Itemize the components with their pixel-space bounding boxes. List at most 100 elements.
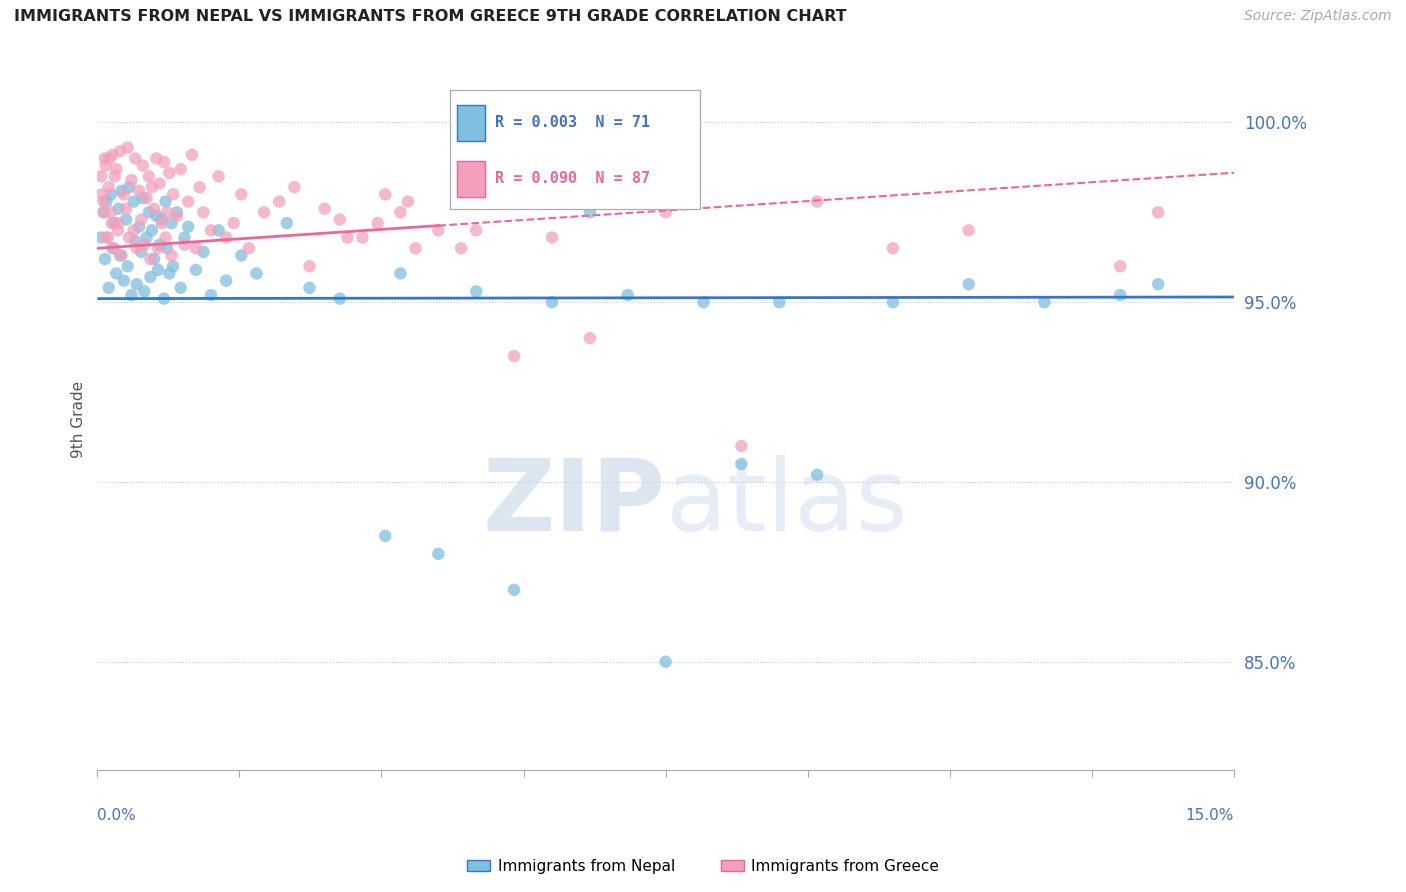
Point xyxy=(122,194,145,209)
Point xyxy=(336,230,359,244)
Point xyxy=(283,180,305,194)
Point xyxy=(170,162,193,177)
Point xyxy=(146,241,169,255)
Point xyxy=(173,237,195,252)
Point xyxy=(94,152,117,166)
Point xyxy=(160,248,183,262)
Point xyxy=(298,259,321,273)
Point xyxy=(125,277,148,292)
Point xyxy=(124,152,146,166)
Point xyxy=(207,223,229,237)
Point xyxy=(188,180,211,194)
Point xyxy=(1147,205,1170,219)
Point xyxy=(579,331,602,345)
Point xyxy=(97,230,120,244)
Point xyxy=(143,252,166,266)
Point xyxy=(129,212,152,227)
Point xyxy=(98,152,121,166)
Point xyxy=(150,212,173,227)
Point xyxy=(541,295,564,310)
Point xyxy=(124,234,146,248)
Point xyxy=(94,252,117,266)
Point xyxy=(157,166,180,180)
Point xyxy=(148,237,170,252)
Point xyxy=(107,216,129,230)
Point xyxy=(141,180,163,194)
Point xyxy=(162,187,184,202)
Point xyxy=(110,184,132,198)
Point xyxy=(104,169,127,184)
Point xyxy=(112,274,135,288)
Point xyxy=(101,148,124,162)
Point xyxy=(153,292,176,306)
Point xyxy=(100,187,122,202)
Point xyxy=(215,230,238,244)
Point xyxy=(957,277,980,292)
Point xyxy=(138,205,160,219)
Point xyxy=(181,148,204,162)
Point xyxy=(170,281,193,295)
Point xyxy=(103,241,125,255)
Point xyxy=(298,281,321,295)
Point xyxy=(276,216,298,230)
Point xyxy=(135,230,157,244)
Point xyxy=(396,194,419,209)
Point xyxy=(101,241,124,255)
Point xyxy=(329,212,352,227)
Point xyxy=(200,223,222,237)
Point xyxy=(148,177,170,191)
Point xyxy=(105,267,128,281)
Point xyxy=(143,202,166,216)
Point xyxy=(806,194,828,209)
Point xyxy=(579,205,602,219)
Point xyxy=(253,205,276,219)
Point xyxy=(156,205,179,219)
Point xyxy=(231,187,253,202)
Point xyxy=(427,547,450,561)
Point xyxy=(128,184,150,198)
Point xyxy=(125,241,148,255)
Point xyxy=(882,295,904,310)
Point xyxy=(97,281,120,295)
Point xyxy=(120,173,142,187)
Point xyxy=(374,529,396,543)
Point xyxy=(730,457,752,471)
Point xyxy=(139,270,162,285)
Point xyxy=(132,159,155,173)
Point xyxy=(193,244,215,259)
Point xyxy=(145,152,167,166)
Point xyxy=(122,223,145,237)
Text: IMMIGRANTS FROM NEPAL VS IMMIGRANTS FROM GREECE 9TH GRADE CORRELATION CHART: IMMIGRANTS FROM NEPAL VS IMMIGRANTS FROM… xyxy=(14,9,846,24)
Y-axis label: 9th Grade: 9th Grade xyxy=(72,381,86,458)
Point xyxy=(389,267,412,281)
Point xyxy=(139,252,162,266)
Point xyxy=(200,288,222,302)
Point xyxy=(173,230,195,244)
Point xyxy=(117,259,139,273)
Point xyxy=(882,241,904,255)
Point xyxy=(541,230,564,244)
Point xyxy=(138,169,160,184)
Point xyxy=(166,209,188,223)
Point xyxy=(90,169,112,184)
Point xyxy=(94,159,117,173)
Point xyxy=(231,248,253,262)
Point xyxy=(389,205,412,219)
Point xyxy=(157,267,180,281)
Point xyxy=(115,212,138,227)
Point xyxy=(118,230,141,244)
Point xyxy=(177,194,200,209)
Point xyxy=(97,180,120,194)
Point xyxy=(329,292,352,306)
Point xyxy=(134,285,156,299)
Point xyxy=(146,263,169,277)
Point xyxy=(108,248,131,262)
Point xyxy=(134,237,156,252)
Point xyxy=(90,187,112,202)
Point xyxy=(314,202,336,216)
Point xyxy=(1109,259,1132,273)
Point xyxy=(207,169,229,184)
Text: 15.0%: 15.0% xyxy=(1185,808,1234,823)
Point xyxy=(93,205,115,219)
Text: ZIP: ZIP xyxy=(482,455,665,551)
